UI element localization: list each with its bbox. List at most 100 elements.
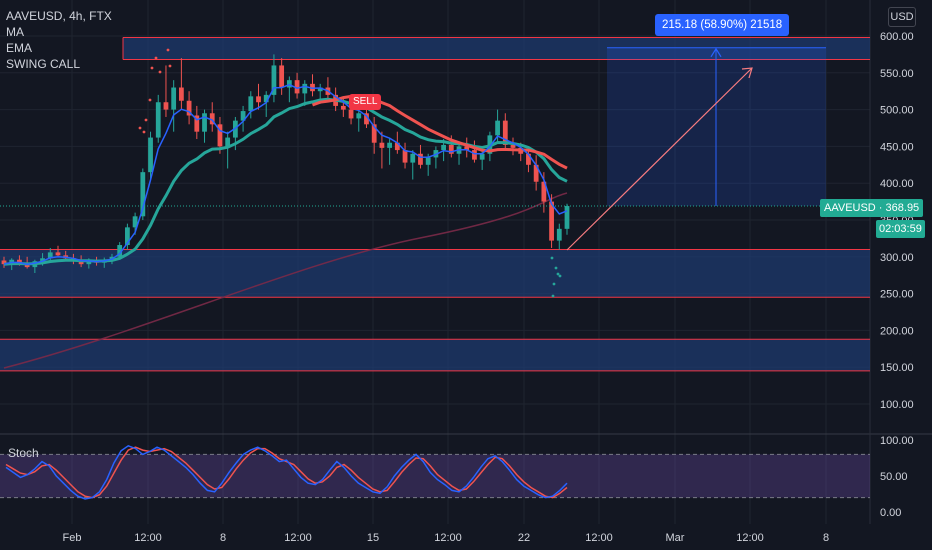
candle-body xyxy=(256,96,261,103)
candle-body xyxy=(448,144,454,154)
price-tick-label: 550.00 xyxy=(880,68,914,80)
candle-body xyxy=(202,113,207,132)
swing-dot-buy xyxy=(550,256,554,260)
candle-body xyxy=(163,102,169,110)
zone-box xyxy=(123,37,870,60)
legend-ema[interactable]: EMA xyxy=(6,41,33,55)
stoch-axis: 100.00 50.00 0.00 xyxy=(880,435,914,519)
candle-body xyxy=(148,137,153,173)
swing-dot-buy xyxy=(554,266,558,270)
swing-dot-sell xyxy=(148,98,152,102)
price-tick-label: 150.00 xyxy=(880,362,914,374)
candle-body xyxy=(240,111,246,121)
currency-button[interactable]: USD xyxy=(888,7,916,27)
fast-ema-line xyxy=(3,83,568,266)
candle-body xyxy=(86,261,92,265)
swing-dot-sell xyxy=(150,66,154,70)
candle-body xyxy=(248,96,254,112)
symbol-title: AAVEUSD, 4h, FTX xyxy=(6,9,112,23)
candle-body xyxy=(394,142,400,151)
time-tick-label: 12:00 xyxy=(434,532,462,544)
swing-dot-sell xyxy=(166,48,170,52)
candle-body xyxy=(364,113,369,125)
stoch-k-line xyxy=(5,444,568,500)
support-resistance-zones xyxy=(0,36,870,372)
candle-body xyxy=(225,137,231,147)
swing-dot-buy xyxy=(552,282,556,286)
time-tick-label: 8 xyxy=(220,532,226,544)
candle-body xyxy=(472,150,477,160)
swing-dot-buy xyxy=(551,294,555,298)
stoch-band xyxy=(0,454,870,498)
price-tick-label: 100.00 xyxy=(880,399,914,411)
candle-body xyxy=(17,259,22,263)
price-tick-label: 250.00 xyxy=(880,289,914,301)
time-axis: Feb 12:00 8 12:00 15 12:00 22 12:00 Mar 12:00 8 xyxy=(63,532,830,544)
candle-body xyxy=(464,146,470,151)
legend-swing-call[interactable]: SWING CALL xyxy=(6,57,81,71)
candle-body xyxy=(171,87,177,110)
candle-body xyxy=(340,105,346,110)
candle-body xyxy=(556,228,562,241)
swing-dot-buy xyxy=(556,272,560,276)
candle-body xyxy=(302,83,308,94)
stoch-label: Stoch xyxy=(8,446,39,460)
measure-arrow-head xyxy=(710,47,722,58)
candle-body xyxy=(294,80,300,94)
long-ma-line xyxy=(3,192,568,369)
stoch-tick-label: 50.00 xyxy=(880,471,908,483)
candle-body xyxy=(279,65,285,88)
candle-body xyxy=(40,258,45,262)
candle-body xyxy=(178,87,184,101)
candle-body xyxy=(549,201,554,241)
candle-body xyxy=(125,227,130,246)
candle-body xyxy=(140,172,146,217)
candle-body xyxy=(217,124,223,147)
candle-body xyxy=(387,142,393,148)
long-ma-line xyxy=(3,192,568,369)
candle-body xyxy=(502,120,508,145)
candle-body xyxy=(371,124,377,143)
candle-body xyxy=(495,120,500,136)
price-tick-label: 400.00 xyxy=(880,178,914,190)
price-tick-label: 200.00 xyxy=(880,325,914,337)
measure-label: 215.18 (58.90%) 21518 xyxy=(655,14,790,36)
swing-dot-sell xyxy=(154,56,158,60)
candle-body xyxy=(317,87,323,92)
candle-body xyxy=(356,113,362,119)
candle-body xyxy=(526,153,531,165)
candle-body xyxy=(55,252,61,256)
swing-dot-buy xyxy=(558,274,562,278)
candle-body xyxy=(47,252,53,259)
candle-body xyxy=(117,245,123,257)
candle-body xyxy=(441,144,446,151)
candle-countdown: 02:03:59 xyxy=(876,220,925,238)
time-tick-label: 15 xyxy=(367,532,379,544)
candle-body xyxy=(510,144,516,148)
swing-dot-sell xyxy=(142,130,146,134)
stoch-pane xyxy=(0,444,870,500)
price-tick-label: 600.00 xyxy=(880,31,914,43)
candle-body xyxy=(564,206,570,229)
candle-body xyxy=(310,83,315,92)
stoch-tick-label: 0.00 xyxy=(880,507,901,519)
projection-tool xyxy=(0,47,870,251)
time-tick-label: 12:00 xyxy=(284,532,312,544)
candle-body xyxy=(194,115,200,132)
swing-dot-sell xyxy=(168,64,172,68)
time-tick-label: 12:00 xyxy=(736,532,764,544)
candle-body xyxy=(379,142,385,148)
legend-ma[interactable]: MA xyxy=(6,25,24,39)
sell-signal-label: SELL xyxy=(349,94,382,110)
candle-body xyxy=(263,94,269,103)
candle-body xyxy=(155,102,161,138)
zone-box xyxy=(0,249,870,298)
price-tick-label: 500.00 xyxy=(880,105,914,117)
trend-arrow-line xyxy=(566,67,753,251)
time-tick-label: 12:00 xyxy=(585,532,613,544)
swing-dot-sell xyxy=(158,70,162,74)
stoch-d-line xyxy=(5,446,568,499)
candle-body xyxy=(109,256,115,260)
time-tick-label: 22 xyxy=(518,532,530,544)
